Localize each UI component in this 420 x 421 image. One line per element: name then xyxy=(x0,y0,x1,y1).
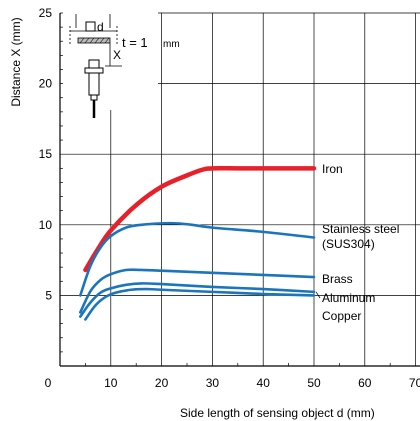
y-tick-label: 5 xyxy=(45,288,52,302)
y-tick-label: 20 xyxy=(39,77,53,91)
series-label-sus304: (SUS304) xyxy=(322,237,375,251)
sensor-cable-gland xyxy=(90,94,98,101)
x-tick-label: 40 xyxy=(257,376,271,390)
tick-labels: 0 10 20 30 40 50 60 70 5 10 15 20 25 xyxy=(39,6,420,390)
thickness-label: t = 1 xyxy=(122,35,148,50)
series-line-aluminum xyxy=(79,282,316,318)
square-symbol-icon xyxy=(85,21,96,32)
y-tick-label: 15 xyxy=(39,147,53,161)
series-line-copper xyxy=(84,287,316,321)
series-label-stainless-steel: Stainless steel xyxy=(322,222,399,236)
series-line-stainless-steel xyxy=(79,221,316,297)
x-tick-label: 10 xyxy=(104,376,118,390)
x-axis-label: Side length of sensing object d (mm) xyxy=(180,406,375,420)
thickness-unit: mm xyxy=(163,39,180,50)
y-tick-label: 10 xyxy=(39,218,53,232)
series-line-brass xyxy=(79,268,316,314)
inset-background xyxy=(63,12,158,110)
sensor-nut xyxy=(84,67,104,74)
y-tick-label: 25 xyxy=(39,6,53,20)
x-tick-label: 30 xyxy=(206,376,220,390)
y-axis-label: Distance X (mm) xyxy=(9,17,23,106)
inset-d-label: d xyxy=(97,20,104,34)
sensor-body xyxy=(88,72,100,96)
x-tick-label: 50 xyxy=(307,376,321,390)
series-label-brass: Brass xyxy=(322,272,353,286)
series-line-iron xyxy=(83,165,317,273)
sensor-diagram: d t = 1 mm X xyxy=(63,12,180,118)
target-plate xyxy=(77,37,111,44)
series-labels: Iron Stainless steel(SUS304) Brass Aluminum… xyxy=(315,162,399,323)
leader-line xyxy=(315,291,321,299)
grid xyxy=(59,12,420,367)
series-layer xyxy=(79,165,317,321)
series-label-copper: Copper xyxy=(322,309,361,323)
x-tick-label: 0 xyxy=(45,376,52,390)
sensor-head xyxy=(88,59,100,69)
series-label-aluminum: Aluminum xyxy=(322,291,375,305)
series-label-iron: Iron xyxy=(322,162,343,176)
x-tick-label: 70 xyxy=(409,376,420,390)
x-tick-label: 60 xyxy=(358,376,372,390)
inset-x-label: X xyxy=(113,48,121,62)
x-tick-label: 20 xyxy=(155,376,169,390)
